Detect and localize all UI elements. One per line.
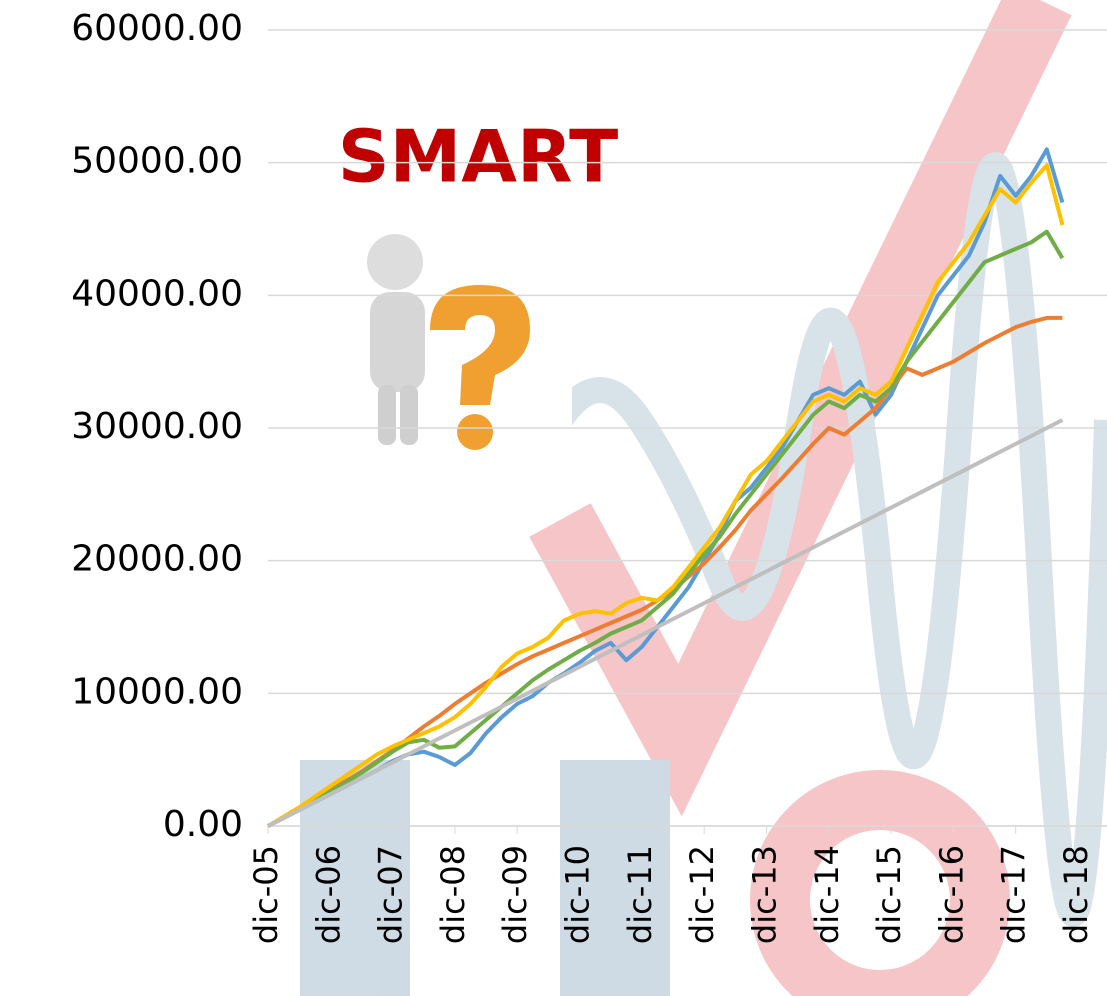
figure-leg: [400, 385, 418, 445]
x-tick-label: dic-08: [434, 845, 472, 944]
x-tick-label: dic-11: [621, 845, 659, 944]
y-tick-label: 10000.00: [71, 671, 243, 712]
y-tick-label: 50000.00: [71, 141, 243, 182]
y-tick-label: 60000.00: [71, 8, 243, 49]
x-tick-label: dic-07: [372, 845, 410, 944]
question-dot: [457, 414, 493, 450]
x-tick-label: dic-15: [870, 845, 908, 944]
x-tick-label: dic-14: [808, 845, 846, 944]
x-tick-label: dic-06: [309, 845, 347, 944]
x-tick-label: dic-10: [559, 845, 597, 944]
annotation: SMART: [338, 115, 619, 199]
page: SMART 0.00 10000.00 20000.00 30000.00 40000.…: [0, 0, 1107, 996]
y-tick-label: 30000.00: [71, 406, 243, 447]
x-tick-label: dic-16: [932, 845, 970, 944]
y-tick-label: 40000.00: [71, 273, 243, 314]
figure-backdrop: [320, 215, 572, 485]
x-tick-label: dic-05: [247, 845, 285, 944]
figure-leg: [378, 385, 396, 445]
x-tick-label: dic-13: [745, 845, 783, 944]
x-tick-label: dic-18: [1057, 845, 1095, 944]
x-tick-label: dic-09: [496, 845, 534, 944]
thinking-figure: [320, 215, 572, 485]
figure-head: [367, 234, 423, 290]
chart: SMART 0.00 10000.00 20000.00 30000.00 40000.…: [0, 0, 1107, 996]
y-tick-label: 20000.00: [71, 539, 243, 580]
y-tick-label: 0.00: [163, 804, 243, 845]
x-tick-label: dic-12: [683, 845, 721, 944]
figure-body: [370, 292, 425, 392]
x-tick-label: dic-17: [995, 845, 1033, 944]
